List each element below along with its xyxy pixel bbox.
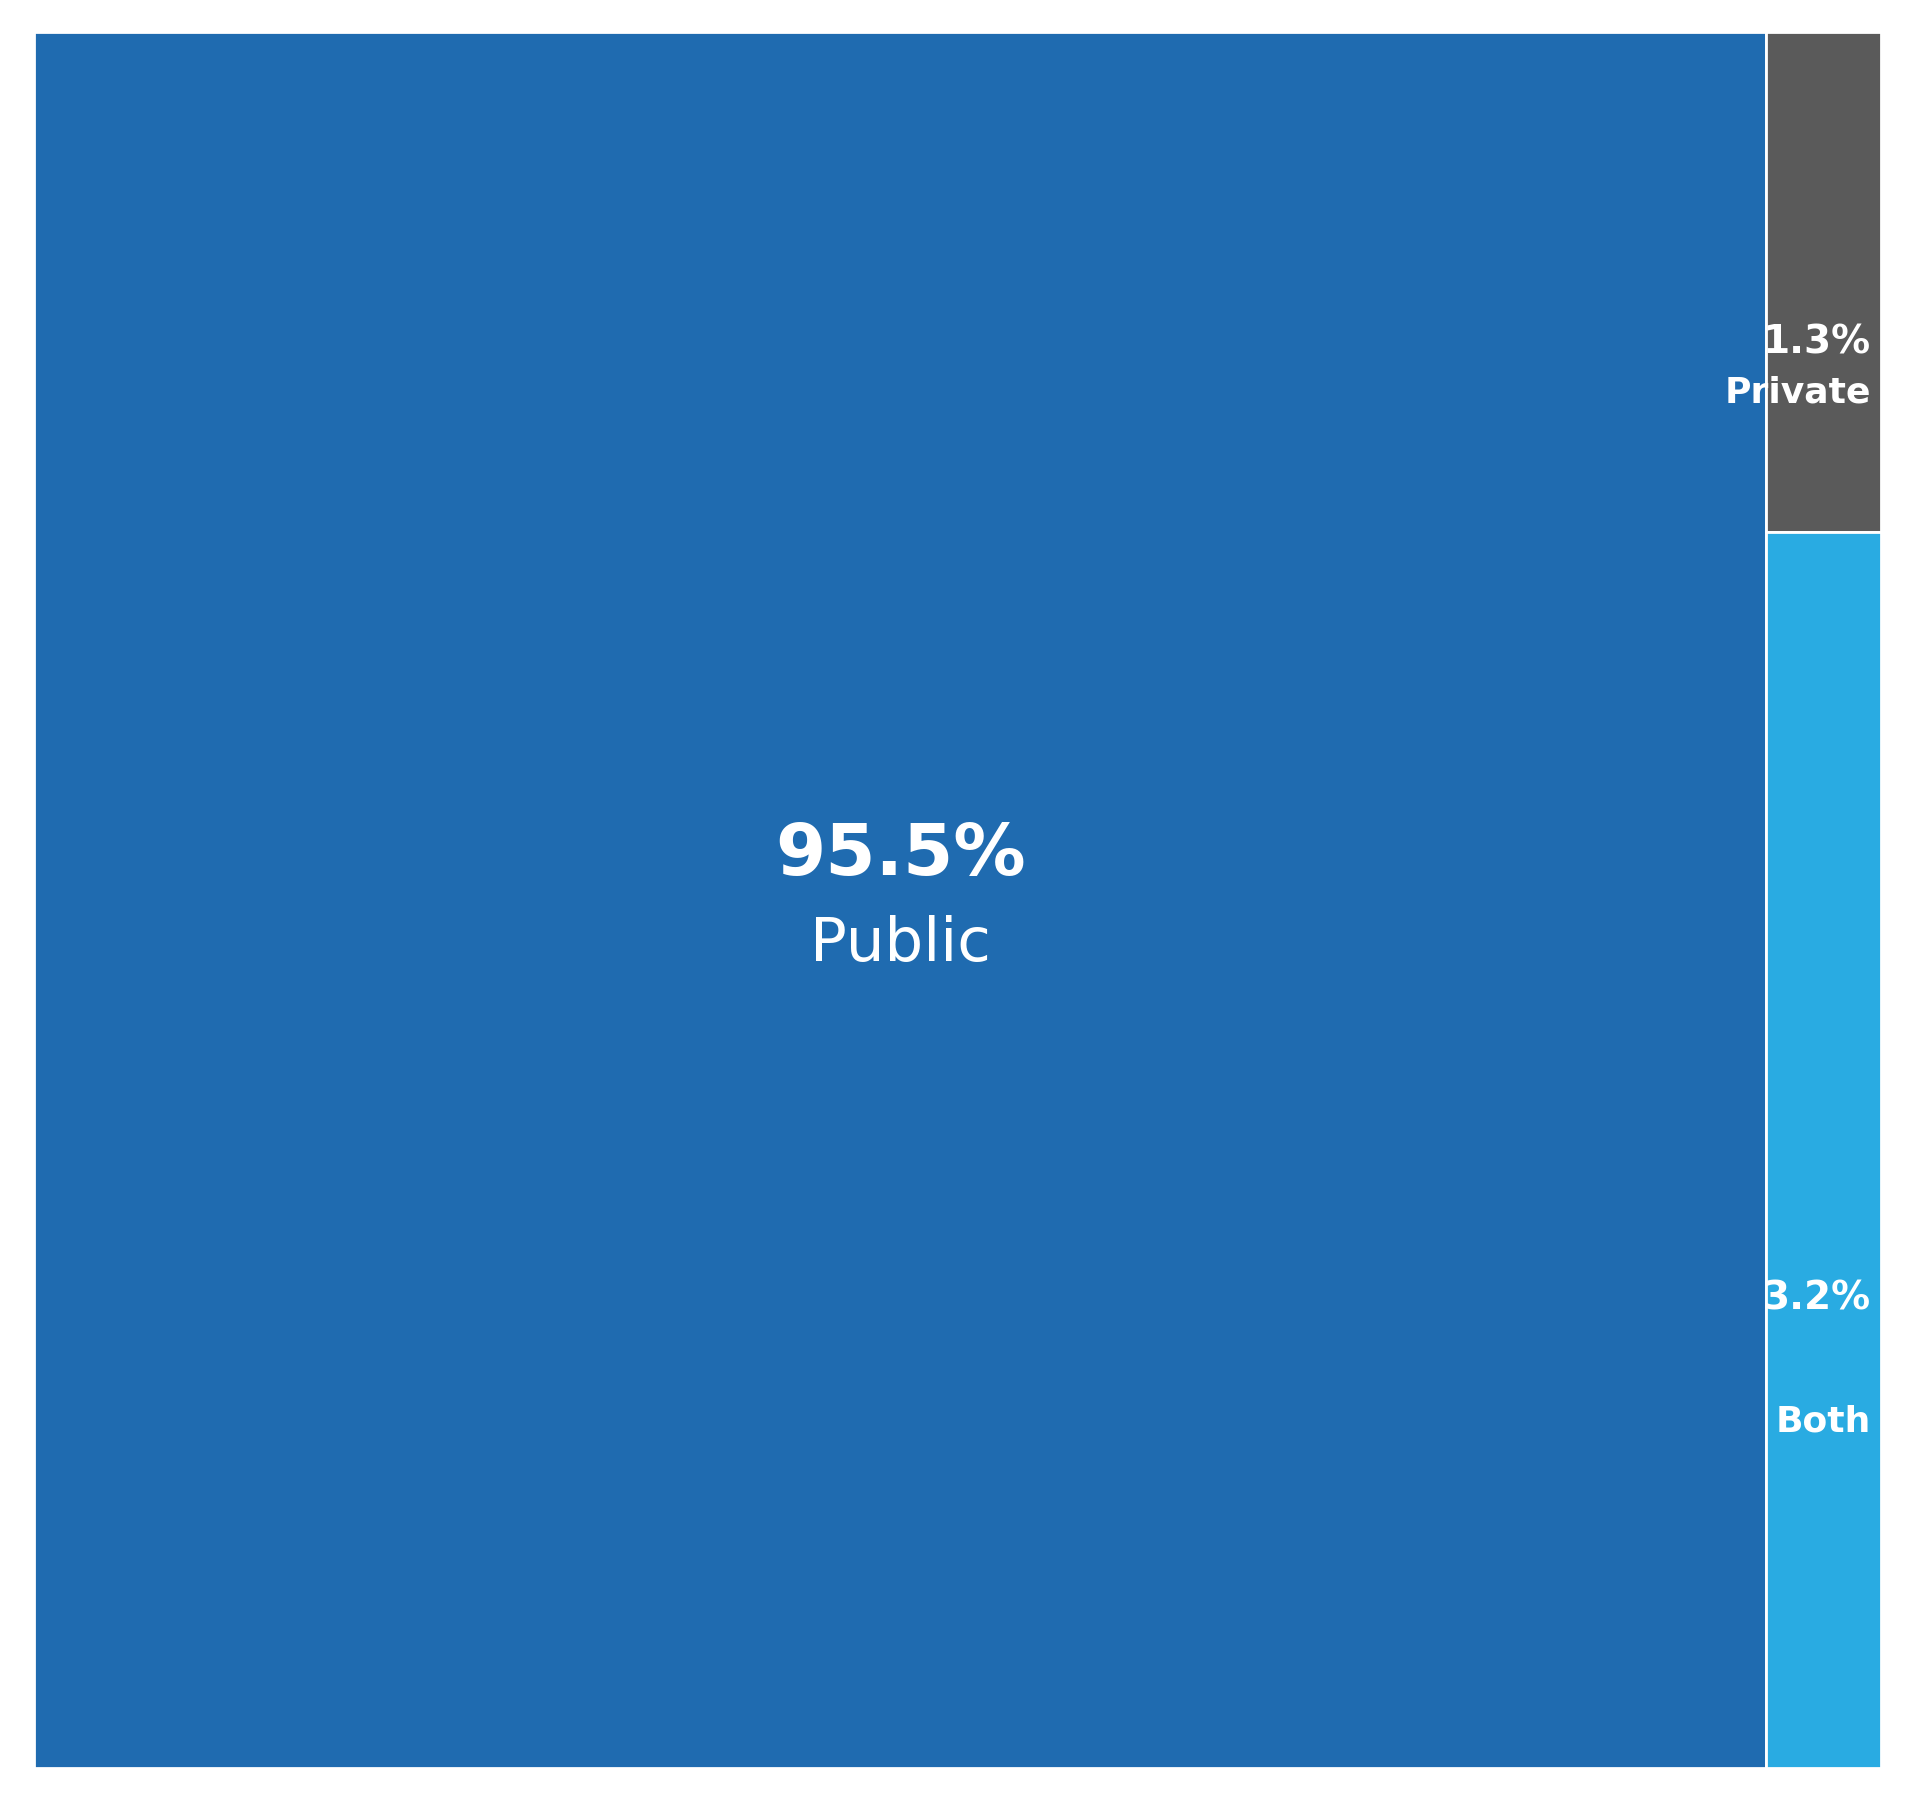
Text: Both: Both bbox=[1774, 1404, 1870, 1438]
Text: Private: Private bbox=[1723, 374, 1870, 409]
Text: Public: Public bbox=[810, 916, 990, 974]
Text: 1.3%: 1.3% bbox=[1763, 324, 1870, 362]
Bar bbox=[1765, 32, 1880, 533]
Text: 95.5%: 95.5% bbox=[775, 821, 1026, 889]
Bar bbox=[1765, 533, 1880, 1768]
Text: 3.2%: 3.2% bbox=[1763, 1280, 1870, 1318]
